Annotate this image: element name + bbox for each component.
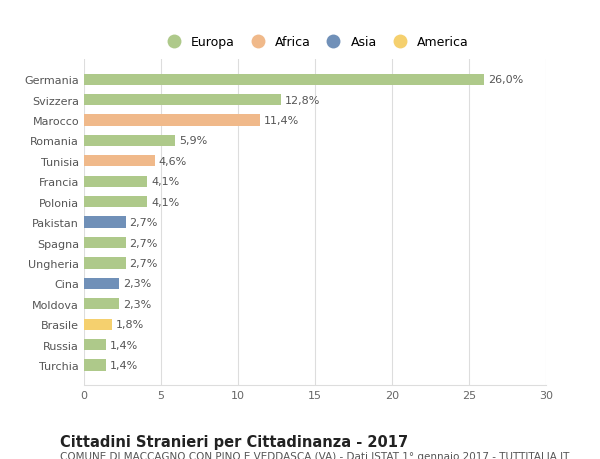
Text: Cittadini Stranieri per Cittadinanza - 2017: Cittadini Stranieri per Cittadinanza - 2…	[60, 434, 408, 449]
Bar	[84, 156, 155, 167]
Text: 2,7%: 2,7%	[130, 258, 158, 269]
Bar	[84, 115, 260, 126]
Bar	[84, 176, 147, 187]
Bar	[84, 319, 112, 330]
Bar	[84, 258, 125, 269]
Text: 1,4%: 1,4%	[109, 340, 137, 350]
Bar	[84, 237, 125, 249]
Bar	[84, 74, 484, 86]
Text: 2,3%: 2,3%	[123, 299, 152, 309]
Text: 26,0%: 26,0%	[488, 75, 523, 85]
Text: 11,4%: 11,4%	[263, 116, 299, 126]
Text: 2,3%: 2,3%	[123, 279, 152, 289]
Text: COMUNE DI MACCAGNO CON PINO E VEDDASCA (VA) - Dati ISTAT 1° gennaio 2017 - TUTTI: COMUNE DI MACCAGNO CON PINO E VEDDASCA (…	[60, 451, 569, 459]
Text: 2,7%: 2,7%	[130, 218, 158, 228]
Text: 5,9%: 5,9%	[179, 136, 207, 146]
Text: 12,8%: 12,8%	[285, 95, 320, 106]
Text: 1,8%: 1,8%	[116, 319, 144, 330]
Text: 2,7%: 2,7%	[130, 238, 158, 248]
Text: 4,6%: 4,6%	[158, 157, 187, 167]
Legend: Europa, Africa, Asia, America: Europa, Africa, Asia, America	[158, 34, 472, 51]
Bar	[84, 278, 119, 289]
Text: 1,4%: 1,4%	[109, 360, 137, 370]
Bar	[84, 196, 147, 208]
Text: 4,1%: 4,1%	[151, 197, 179, 207]
Bar	[84, 95, 281, 106]
Text: 4,1%: 4,1%	[151, 177, 179, 187]
Bar	[84, 298, 119, 310]
Bar	[84, 339, 106, 350]
Bar	[84, 359, 106, 371]
Bar	[84, 217, 125, 228]
Bar	[84, 135, 175, 147]
